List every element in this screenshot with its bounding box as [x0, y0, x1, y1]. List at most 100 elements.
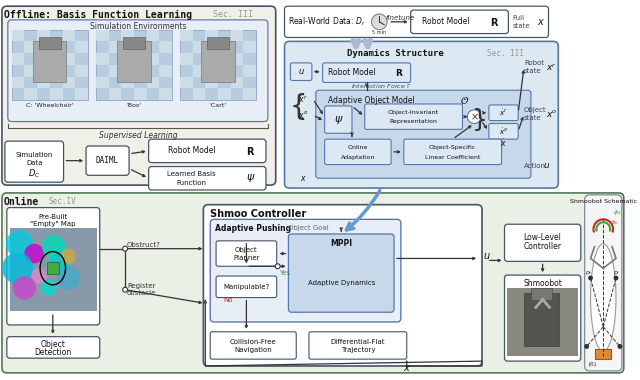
FancyBboxPatch shape	[324, 106, 352, 133]
Text: Obstruct?: Obstruct?	[127, 242, 161, 248]
Text: $\psi$: $\psi$	[246, 172, 255, 184]
FancyBboxPatch shape	[404, 139, 502, 165]
Text: }: }	[472, 108, 488, 131]
Text: Object-Specific: Object-Specific	[429, 146, 476, 150]
Bar	[218, 41, 231, 53]
Bar	[180, 30, 193, 41]
Text: Full: Full	[513, 15, 524, 21]
Text: Representation: Representation	[390, 119, 438, 124]
Text: {R}: {R}	[588, 361, 597, 367]
Bar	[37, 77, 50, 88]
FancyBboxPatch shape	[5, 141, 63, 182]
Text: MPPI: MPPI	[330, 239, 352, 248]
Bar	[508, 288, 578, 356]
Text: No: No	[223, 298, 232, 304]
Text: Object: Object	[40, 340, 65, 349]
Text: $p_r$: $p_r$	[584, 269, 593, 277]
Circle shape	[123, 246, 127, 251]
Text: Learned Basis: Learned Basis	[167, 171, 216, 177]
FancyBboxPatch shape	[411, 10, 508, 33]
Bar	[109, 88, 121, 100]
Text: $\mathcal{O}$: $\mathcal{O}$	[460, 95, 468, 106]
FancyBboxPatch shape	[204, 205, 482, 366]
Bar	[24, 88, 37, 100]
FancyBboxPatch shape	[504, 224, 580, 261]
Bar	[180, 53, 193, 65]
Text: Adaptation: Adaptation	[340, 155, 375, 160]
FancyBboxPatch shape	[2, 193, 624, 373]
Text: state: state	[524, 68, 541, 74]
Bar	[50, 65, 63, 77]
FancyBboxPatch shape	[216, 276, 276, 298]
Text: $u$: $u$	[483, 252, 491, 261]
Text: $D_C$: $D_C$	[28, 167, 40, 180]
Text: Linear Coefficient: Linear Coefficient	[425, 155, 481, 160]
FancyBboxPatch shape	[86, 146, 129, 175]
Text: Shmoobot Schematic: Shmoobot Schematic	[570, 199, 637, 204]
Text: {: {	[289, 93, 307, 121]
FancyBboxPatch shape	[489, 124, 518, 139]
Bar	[159, 65, 172, 77]
Bar	[193, 88, 205, 100]
Text: Interaction Force $\Gamma$: Interaction Force $\Gamma$	[351, 82, 412, 90]
Text: $\phi_2$: $\phi_2$	[612, 208, 621, 217]
Bar	[121, 77, 134, 88]
Text: $u$: $u$	[298, 67, 305, 76]
Bar	[96, 30, 109, 41]
Text: $p_i$: $p_i$	[613, 269, 621, 277]
Bar	[24, 65, 37, 77]
Bar	[595, 349, 611, 359]
Bar	[207, 38, 228, 49]
Bar	[96, 53, 109, 65]
Bar	[37, 53, 50, 65]
Text: Dynamics Structure: Dynamics Structure	[347, 49, 444, 58]
Text: Real-World Data: $D_r$: Real-World Data: $D_r$	[289, 16, 366, 28]
Text: $\phi_k$: $\phi_k$	[610, 218, 618, 227]
Circle shape	[13, 276, 36, 299]
FancyBboxPatch shape	[285, 6, 548, 38]
Text: Navigation: Navigation	[234, 347, 272, 353]
Circle shape	[614, 276, 618, 280]
Bar	[12, 30, 88, 100]
FancyBboxPatch shape	[210, 219, 401, 322]
Bar	[109, 65, 121, 77]
Text: $\mathbf{R}$: $\mathbf{R}$	[394, 67, 403, 78]
Bar	[50, 88, 63, 100]
Text: $\dot{x}$: $\dot{x}$	[500, 137, 507, 149]
FancyBboxPatch shape	[148, 166, 266, 190]
Text: $\dot{x}^o$: $\dot{x}^o$	[499, 126, 508, 137]
Text: Robot Model: Robot Model	[422, 17, 470, 26]
Text: DAIML: DAIML	[96, 156, 119, 165]
Bar	[531, 288, 552, 299]
Text: Detection: Detection	[34, 348, 72, 357]
Bar	[231, 77, 243, 88]
Bar	[218, 88, 231, 100]
Bar	[205, 77, 218, 88]
Circle shape	[57, 266, 80, 290]
Text: $\times$: $\times$	[470, 111, 479, 122]
Text: Controller: Controller	[524, 242, 562, 251]
Text: Simulation Environments: Simulation Environments	[90, 22, 186, 31]
Text: $x^r$: $x^r$	[298, 93, 308, 105]
Text: Robot Model: Robot Model	[328, 68, 376, 77]
FancyBboxPatch shape	[324, 139, 391, 165]
Text: 'Box': 'Box'	[126, 103, 141, 108]
Circle shape	[61, 249, 76, 264]
FancyBboxPatch shape	[210, 332, 296, 359]
Bar	[243, 65, 256, 77]
Bar	[147, 53, 159, 65]
Text: Object: Object	[524, 107, 547, 113]
Text: Sec.IV: Sec.IV	[49, 197, 77, 206]
Bar	[218, 65, 231, 77]
Bar	[63, 77, 76, 88]
FancyBboxPatch shape	[7, 337, 100, 358]
Text: Shmoo Controller: Shmoo Controller	[210, 209, 307, 219]
Text: Object-Invariant: Object-Invariant	[388, 110, 439, 115]
Text: Adaptive Dynamics: Adaptive Dynamics	[308, 280, 375, 286]
Circle shape	[42, 235, 65, 258]
Circle shape	[41, 280, 57, 296]
Text: "Empty" Map: "Empty" Map	[30, 221, 76, 227]
Bar	[159, 88, 172, 100]
Text: Offline: Basis Function Learning: Offline: Basis Function Learning	[4, 10, 192, 20]
Text: Register: Register	[127, 283, 156, 289]
